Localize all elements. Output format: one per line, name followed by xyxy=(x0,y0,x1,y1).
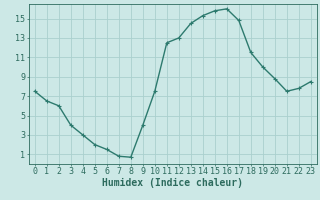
X-axis label: Humidex (Indice chaleur): Humidex (Indice chaleur) xyxy=(102,178,243,188)
